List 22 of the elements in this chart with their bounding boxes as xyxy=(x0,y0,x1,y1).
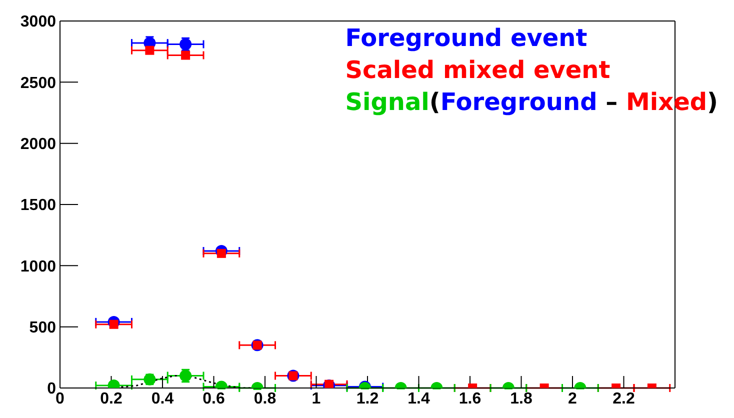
y-tick-label: 2500 xyxy=(20,74,56,92)
point xyxy=(145,46,154,55)
x-tick-label: 0.2 xyxy=(100,390,122,408)
x-tick-label: 2 xyxy=(568,390,578,408)
y-tick-label: 1000 xyxy=(20,258,56,276)
x-tick-label: 0.4 xyxy=(151,390,174,408)
x-tick-label: 1 xyxy=(312,390,321,408)
x-tick-label: 2.2 xyxy=(612,390,635,408)
text: Scaled mixed event xyxy=(345,56,610,84)
y-tick-label: 1500 xyxy=(20,197,56,214)
x-tick-label: 0.8 xyxy=(254,390,276,408)
x-tick-label: 0.6 xyxy=(202,390,225,408)
x-tick-label: 1.4 xyxy=(408,390,430,408)
y-tick-label: 2000 xyxy=(20,136,56,154)
x-tick-label: 1.6 xyxy=(458,390,482,408)
text: Foreground event xyxy=(345,24,588,52)
y-tick-label: 500 xyxy=(29,320,56,337)
x-tick-label: 1.8 xyxy=(510,390,532,408)
point xyxy=(216,248,226,258)
point xyxy=(181,50,190,60)
y-tick-label: 3000 xyxy=(20,14,56,31)
x-tick-label: 1.2 xyxy=(356,390,379,408)
